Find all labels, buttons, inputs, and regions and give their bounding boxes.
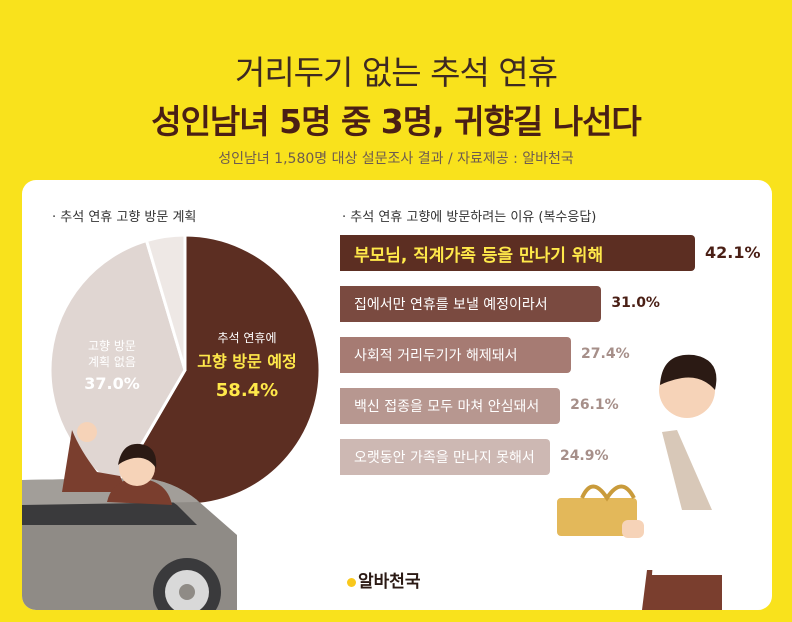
pie-value-no-plan: 37.0% — [84, 374, 140, 393]
logo-mark-icon — [347, 578, 356, 587]
bar-value-label-2: 27.4% — [581, 346, 630, 362]
bar-4: 오랫동안 가족을 만나지 못해서 — [340, 439, 550, 475]
content-panel: · 추석 연휴 고향 방문 계획 · 추석 연휴 고향에 방문하려는 이유 (복… — [22, 180, 772, 610]
bar-3: 백신 접종을 모두 마쳐 안심돼서 — [340, 388, 561, 424]
bar-value-label-1: 31.0% — [611, 295, 660, 311]
logo-text: 알바천국 — [358, 572, 421, 592]
title-line-2: 성인남녀 5명 중 3명, 귀향길 나선다 — [151, 102, 642, 141]
pie-value-planned: 58.4% — [215, 380, 279, 401]
logo: 알바천국 — [347, 567, 421, 592]
bar-2: 사회적 거리두기가 해제돼서 — [340, 337, 572, 373]
pie-label-no-plan-line1: 고향 방문 — [88, 339, 136, 353]
car-illustration — [22, 422, 237, 610]
bar-0: 부모님, 직계가족 등을 만나기 위해 — [340, 235, 695, 271]
pie-label-planned-line1: 추석 연휴에 — [217, 331, 277, 345]
bar-1: 집에서만 연휴를 보낼 예정이라서 — [340, 286, 602, 322]
pie-slice-2 — [144, 233, 187, 371]
person-with-gift-illustration — [557, 354, 732, 610]
bar-value-label-0: 42.1% — [705, 243, 761, 262]
pie-label-no-plan-line2: 계획 없음 — [88, 355, 136, 369]
title-line-1: 거리두기 없는 추석 연휴 — [234, 53, 558, 92]
pie-title: · 추석 연휴 고향 방문 계획 — [52, 210, 197, 225]
pie-label-planned-line2: 고향 방문 예정 — [197, 352, 297, 371]
subtitle: 성인남녀 1,580명 대상 설문조사 결과 / 자료제공 : 알바천국 — [218, 151, 574, 167]
bar-value-label-3: 26.1% — [570, 397, 619, 413]
bar-title: · 추석 연휴 고향에 방문하려는 이유 (복수응답) — [342, 210, 597, 225]
bar-value-label-4: 24.9% — [559, 448, 609, 464]
